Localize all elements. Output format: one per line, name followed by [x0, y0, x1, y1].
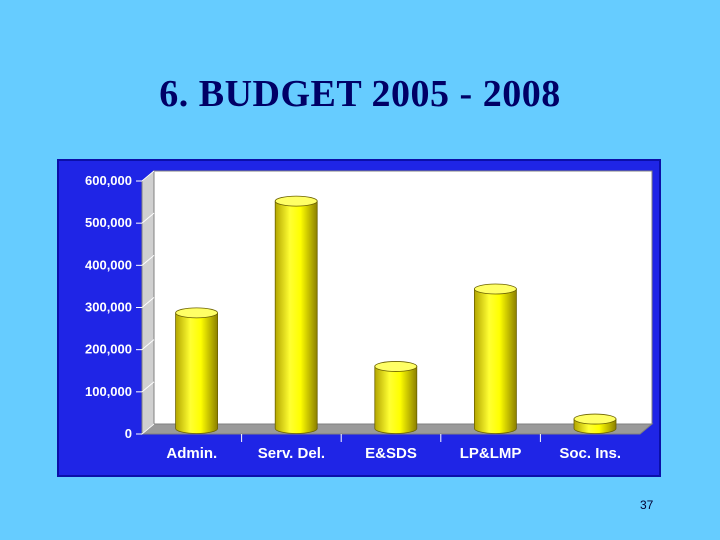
y-tick-diagonal — [141, 170, 155, 182]
page-number: 37 — [640, 498, 654, 512]
y-tick-diagonal — [141, 297, 155, 308]
x-tick-label: Admin. — [166, 445, 217, 462]
y-tick-diagonal — [141, 254, 155, 266]
data-label: 539,275 — [303, 170, 354, 186]
bar-top — [473, 283, 517, 295]
x-tick-label: Serv. Del. — [258, 445, 325, 462]
bar-body — [274, 200, 318, 434]
bar — [374, 361, 418, 434]
bar-chart: 0 100,000 200,000 300,000 400,000 500,000 600,… — [85, 169, 654, 462]
bar-body — [474, 288, 517, 434]
data-label: 274,282 — [171, 282, 222, 298]
y-tick-label: 500,000 — [85, 215, 132, 230]
bar — [573, 413, 617, 434]
y-tick-label: 300,000 — [85, 300, 132, 315]
data-label: 22,427 — [582, 392, 625, 408]
slide-title: 6. BUDGET 2005 - 2008 — [159, 73, 561, 115]
y-tick-diagonal — [141, 423, 155, 435]
bar-top — [175, 307, 219, 319]
x-tick-label: E&SDS — [365, 445, 417, 462]
data-label: 330,814 — [493, 258, 544, 274]
bar — [473, 283, 517, 434]
y-tick-label: 400,000 — [85, 257, 132, 272]
y-tick-label: 100,000 — [85, 384, 132, 399]
y-tick-label: 600,000 — [85, 173, 132, 188]
bar-top — [374, 361, 418, 372]
y-tick-diagonal — [141, 339, 155, 351]
x-tick-label: Soc. Ins. — [559, 445, 621, 462]
x-tick-label: LP&LMP — [460, 445, 522, 462]
data-label: 147,179 — [396, 335, 447, 351]
bar-top — [573, 413, 617, 425]
y-tick-diagonal — [141, 212, 155, 224]
bar — [274, 195, 318, 434]
y-tick-diagonal — [141, 381, 155, 393]
y-tick-label: 0 — [125, 426, 132, 441]
y-tick-label: 200,000 — [85, 342, 132, 357]
bar-top — [274, 195, 318, 207]
bar-body — [374, 366, 418, 434]
bar-body — [175, 312, 218, 434]
bar — [175, 307, 219, 434]
